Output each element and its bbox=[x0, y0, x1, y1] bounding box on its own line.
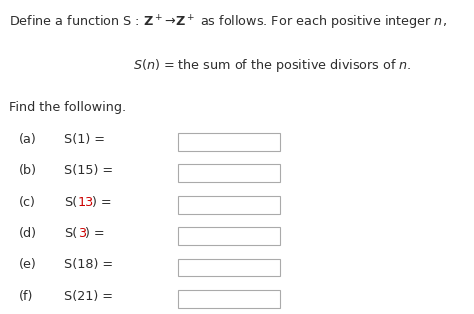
Text: S(15) =: S(15) = bbox=[64, 164, 113, 177]
Text: ) =: ) = bbox=[85, 227, 105, 240]
FancyBboxPatch shape bbox=[178, 259, 280, 276]
Text: Define a function S : $\mathbf{Z}^+\!\rightarrow\!\mathbf{Z}^+$ as follows. For : Define a function S : $\mathbf{Z}^+\!\ri… bbox=[9, 14, 447, 32]
Text: (d): (d) bbox=[19, 227, 37, 240]
FancyBboxPatch shape bbox=[178, 196, 280, 214]
Text: (a): (a) bbox=[19, 133, 36, 146]
Text: S(21) =: S(21) = bbox=[64, 290, 113, 303]
Text: (f): (f) bbox=[19, 290, 33, 303]
Text: S(18) =: S(18) = bbox=[64, 258, 113, 272]
FancyBboxPatch shape bbox=[178, 227, 280, 245]
Text: Find the following.: Find the following. bbox=[9, 101, 127, 115]
FancyBboxPatch shape bbox=[178, 133, 280, 151]
Text: S(: S( bbox=[64, 196, 77, 209]
Text: (e): (e) bbox=[19, 258, 36, 272]
Text: $S(n)$ = the sum of the positive divisors of $n$.: $S(n)$ = the sum of the positive divisor… bbox=[133, 57, 411, 74]
Text: (c): (c) bbox=[19, 196, 36, 209]
Text: S(1) =: S(1) = bbox=[64, 133, 105, 146]
Text: ) =: ) = bbox=[92, 196, 112, 209]
Text: 3: 3 bbox=[78, 227, 86, 240]
FancyBboxPatch shape bbox=[178, 290, 280, 308]
Text: (b): (b) bbox=[19, 164, 37, 177]
FancyBboxPatch shape bbox=[178, 165, 280, 182]
Text: 13: 13 bbox=[78, 196, 94, 209]
Text: S(: S( bbox=[64, 227, 77, 240]
